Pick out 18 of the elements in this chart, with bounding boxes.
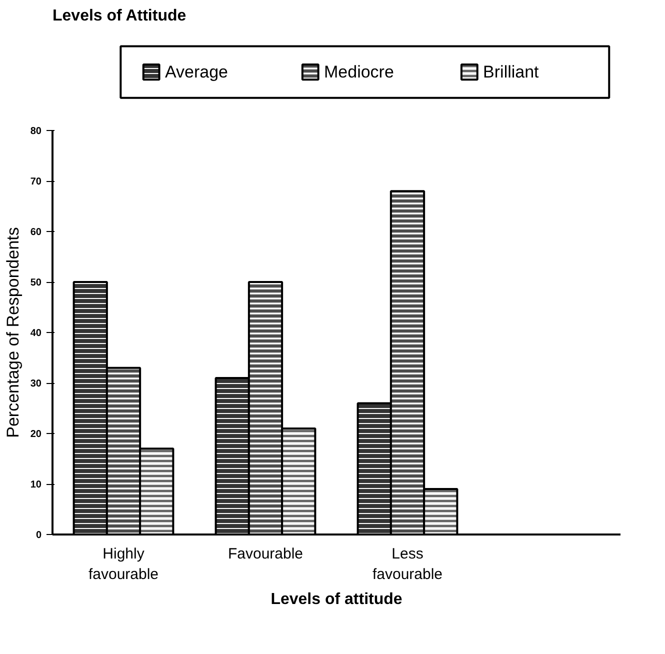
x-tick-label: Favourable bbox=[228, 546, 304, 562]
y-tick-label: 70 bbox=[30, 176, 42, 188]
chart-title: Levels of Attitude bbox=[52, 8, 186, 24]
legend-label: Brilliant bbox=[483, 62, 540, 82]
y-tick-label: 60 bbox=[30, 227, 42, 238]
legend-label: Average bbox=[164, 62, 228, 82]
y-tick-label: 50 bbox=[30, 278, 42, 288]
x-tick-label: Highly favourable bbox=[88, 546, 159, 583]
legend-label: Mediocre bbox=[324, 62, 394, 82]
y-tick-label: 30 bbox=[30, 378, 42, 390]
x-axis-title: Levels of attitude bbox=[270, 590, 402, 608]
y-tick-label: 20 bbox=[30, 429, 42, 440]
x-tick-label: Less favourable bbox=[372, 546, 443, 583]
y-tick-label: 80 bbox=[30, 126, 42, 137]
y-tick-label: 40 bbox=[30, 328, 42, 339]
y-axis-title: Percentage of Respondents bbox=[3, 227, 22, 438]
y-tick-label: 0 bbox=[36, 530, 42, 541]
y-tick-label: 10 bbox=[30, 480, 42, 490]
